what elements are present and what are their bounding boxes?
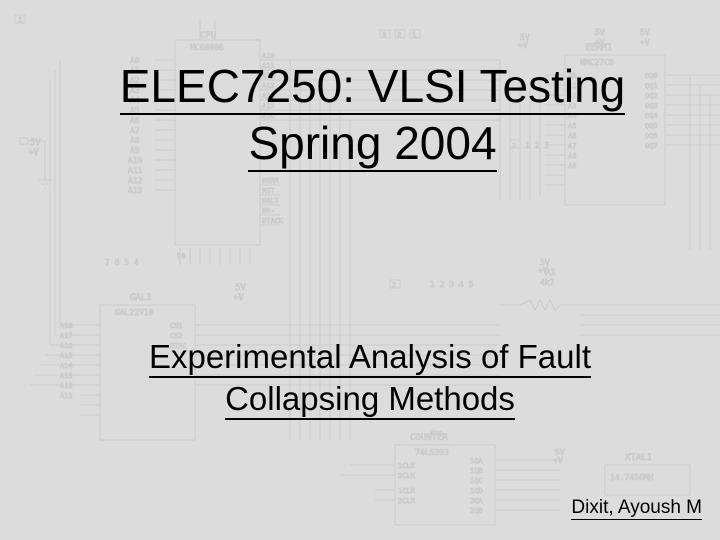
author-block: Dixit, Ayoush M [571,497,702,520]
title-line-1: ELEC7250: VLSI Testing [120,60,625,115]
slide-content: ELEC7250: VLSI Testing Spring 2004 Exper… [0,0,720,540]
author-text: Dixit, Ayoush M [571,497,702,520]
subtitle-line-1: Experimental Analysis of Fault [149,338,591,378]
subtitle-block: Experimental Analysis of Fault Collapsin… [100,338,640,422]
subtitle-line-2: Collapsing Methods [225,380,515,420]
title-block: ELEC7250: VLSI Testing Spring 2004 [75,60,670,174]
title-line-2: Spring 2004 [248,117,496,172]
